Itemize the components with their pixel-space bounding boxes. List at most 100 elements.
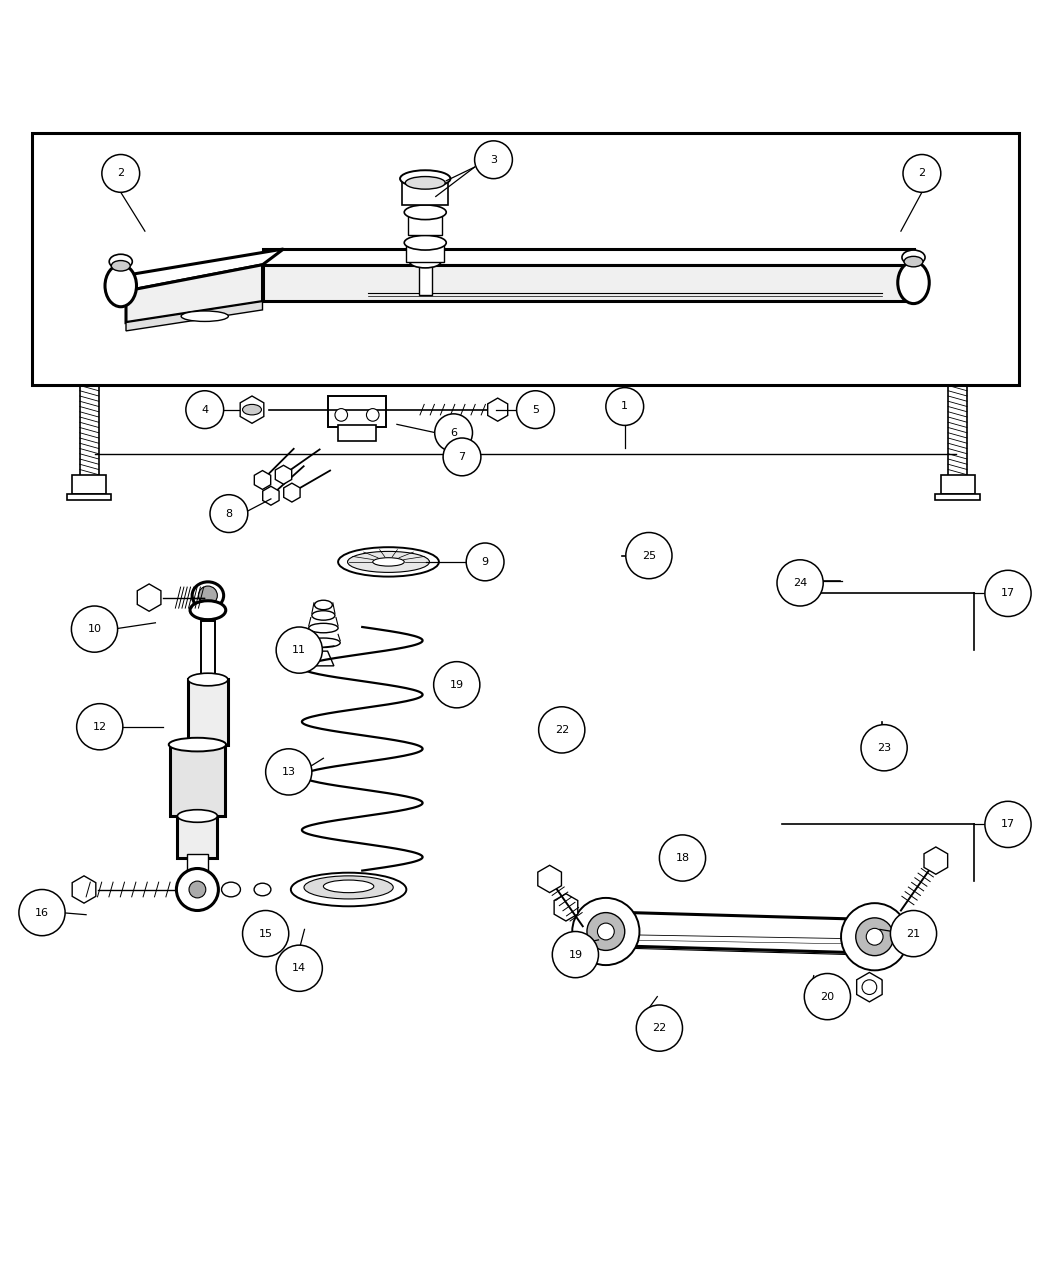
Text: 19: 19 <box>449 680 464 690</box>
Text: 13: 13 <box>281 766 296 776</box>
Ellipse shape <box>312 611 335 620</box>
Text: 11: 11 <box>292 645 307 655</box>
Ellipse shape <box>105 265 136 307</box>
Ellipse shape <box>902 250 925 265</box>
Text: 24: 24 <box>793 578 807 588</box>
Text: 4: 4 <box>202 404 208 414</box>
Circle shape <box>890 910 937 956</box>
Circle shape <box>19 890 65 936</box>
Circle shape <box>636 1005 682 1051</box>
Polygon shape <box>126 301 262 332</box>
Ellipse shape <box>243 404 261 414</box>
Text: 18: 18 <box>675 853 690 863</box>
Ellipse shape <box>190 601 226 620</box>
Text: 2: 2 <box>118 168 124 179</box>
Bar <box>328 397 386 427</box>
Text: 25: 25 <box>642 551 656 561</box>
Circle shape <box>443 439 481 476</box>
Ellipse shape <box>307 638 340 648</box>
Text: 17: 17 <box>1001 820 1015 830</box>
Circle shape <box>266 748 312 796</box>
Polygon shape <box>275 465 292 484</box>
Circle shape <box>552 932 598 978</box>
Bar <box>408 212 442 236</box>
Ellipse shape <box>181 311 229 321</box>
Text: 16: 16 <box>35 908 49 918</box>
Bar <box>338 426 376 441</box>
Text: 6: 6 <box>450 427 457 437</box>
Ellipse shape <box>400 171 450 187</box>
Circle shape <box>626 533 672 579</box>
Circle shape <box>804 974 851 1020</box>
Polygon shape <box>857 973 882 1002</box>
Circle shape <box>985 801 1031 848</box>
Circle shape <box>466 543 504 581</box>
Text: 12: 12 <box>92 722 107 732</box>
Polygon shape <box>138 584 161 611</box>
Circle shape <box>276 945 322 992</box>
Text: 2: 2 <box>919 168 925 179</box>
Circle shape <box>77 704 123 750</box>
Circle shape <box>985 570 1031 617</box>
Bar <box>406 242 444 261</box>
Bar <box>941 474 974 493</box>
Polygon shape <box>554 894 578 921</box>
Circle shape <box>243 910 289 956</box>
Ellipse shape <box>111 260 130 272</box>
Circle shape <box>517 390 554 428</box>
Ellipse shape <box>373 557 404 566</box>
Text: 17: 17 <box>1001 588 1015 598</box>
Circle shape <box>335 408 348 421</box>
Circle shape <box>903 154 941 193</box>
Ellipse shape <box>405 176 445 189</box>
Text: 5: 5 <box>532 404 539 414</box>
Circle shape <box>587 913 625 950</box>
Ellipse shape <box>291 872 406 907</box>
Circle shape <box>861 724 907 771</box>
Circle shape <box>210 495 248 533</box>
Ellipse shape <box>177 810 217 822</box>
Polygon shape <box>313 652 334 666</box>
Bar <box>936 493 980 500</box>
Circle shape <box>186 390 224 428</box>
Ellipse shape <box>898 261 929 303</box>
Text: 7: 7 <box>459 451 465 462</box>
Polygon shape <box>262 265 914 301</box>
Ellipse shape <box>904 256 923 266</box>
Circle shape <box>597 923 614 940</box>
Text: 10: 10 <box>87 623 102 634</box>
Circle shape <box>777 560 823 606</box>
Bar <box>32 134 1018 385</box>
Circle shape <box>189 881 206 898</box>
Polygon shape <box>487 398 508 421</box>
Ellipse shape <box>410 255 441 268</box>
Ellipse shape <box>169 738 226 751</box>
Circle shape <box>198 586 217 604</box>
Circle shape <box>276 627 322 673</box>
Text: 14: 14 <box>292 963 307 973</box>
Circle shape <box>434 662 480 708</box>
Bar <box>170 745 225 816</box>
Text: 8: 8 <box>226 509 232 519</box>
Bar <box>419 261 432 296</box>
Circle shape <box>475 140 512 178</box>
Polygon shape <box>593 912 887 954</box>
Bar <box>188 680 228 745</box>
Text: 9: 9 <box>482 557 488 567</box>
Ellipse shape <box>109 254 132 269</box>
Bar <box>177 816 217 858</box>
Polygon shape <box>262 249 914 265</box>
Circle shape <box>572 898 639 965</box>
Ellipse shape <box>348 551 429 572</box>
Circle shape <box>366 408 379 421</box>
Polygon shape <box>126 249 284 291</box>
Text: 22: 22 <box>652 1023 667 1033</box>
Circle shape <box>841 903 908 970</box>
Circle shape <box>606 388 644 426</box>
Text: 3: 3 <box>490 154 497 164</box>
Ellipse shape <box>192 581 224 609</box>
Polygon shape <box>254 470 271 490</box>
Ellipse shape <box>222 882 240 896</box>
Bar <box>187 854 208 885</box>
Ellipse shape <box>309 623 338 632</box>
